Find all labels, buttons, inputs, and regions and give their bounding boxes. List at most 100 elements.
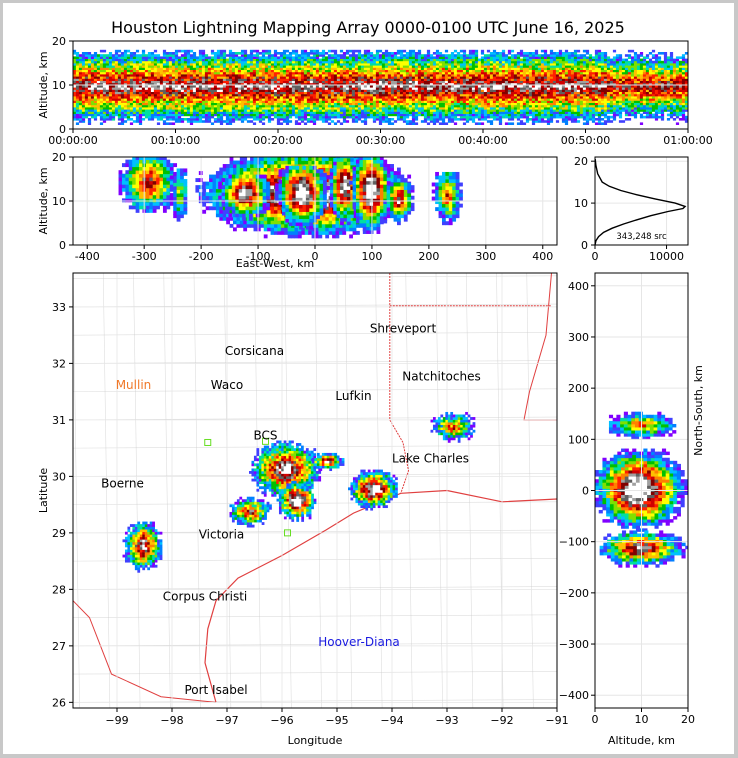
time-height-cell	[231, 87, 236, 90]
time-height-cell	[159, 118, 164, 121]
time-height-cell	[243, 65, 248, 68]
time-height-cell	[135, 120, 140, 123]
time-height-cell	[285, 82, 290, 86]
time-height-cell	[303, 111, 308, 114]
time-height-cell	[333, 65, 338, 68]
time-height-cell	[447, 85, 452, 88]
time-height-cell	[306, 54, 311, 57]
time-height-cell	[114, 113, 119, 117]
time-height-cell	[471, 85, 476, 88]
time-height-cell	[465, 63, 470, 66]
time-height-cell	[378, 102, 383, 106]
time-height-cell	[204, 67, 209, 70]
time-height-cell	[327, 98, 332, 101]
time-height-cell	[189, 67, 194, 70]
time-height-cell	[462, 93, 467, 97]
time-height-cell	[450, 78, 455, 81]
time-height-cell	[153, 74, 158, 77]
time-height-cell	[429, 76, 434, 79]
time-height-cell	[150, 87, 155, 90]
time-height-cell	[351, 87, 356, 90]
time-height-cell	[504, 102, 509, 106]
time-height-cell	[279, 104, 284, 108]
time-height-cell	[363, 93, 368, 97]
time-height-cell	[261, 98, 266, 101]
time-height-cell	[174, 98, 179, 101]
time-height-cell	[417, 65, 422, 68]
time-height-cell	[297, 71, 302, 75]
time-height-cell	[525, 118, 530, 121]
time-height-cell	[231, 56, 236, 59]
time-height-cell	[387, 93, 392, 97]
time-height-cell	[171, 100, 176, 103]
time-height-cell	[438, 96, 443, 99]
time-height-cell	[141, 65, 146, 68]
time-height-cell	[306, 85, 311, 88]
time-height-cell	[507, 65, 512, 68]
time-height-cell	[147, 67, 152, 70]
time-height-cell	[366, 87, 371, 90]
time-height-cell	[180, 107, 185, 110]
time-height-cell	[441, 76, 446, 79]
time-height-cell	[303, 118, 308, 121]
time-height-cell	[252, 58, 257, 62]
time-height-cell	[192, 82, 197, 86]
time-height-cell	[165, 115, 170, 119]
time-height-cell	[93, 102, 98, 106]
time-height-cell	[105, 63, 110, 66]
time-height-cell	[513, 63, 518, 66]
time-height-cell	[441, 56, 446, 59]
time-height-cell	[471, 74, 476, 77]
time-height-cell	[537, 104, 542, 108]
time-height-cell	[510, 87, 515, 90]
time-height-cell	[537, 118, 542, 121]
time-height-cell	[471, 71, 476, 75]
time-height-cell	[420, 120, 425, 123]
time-height-cell	[126, 78, 131, 81]
time-height-cell	[186, 102, 191, 106]
time-height-cell	[135, 80, 140, 84]
time-height-cell	[471, 69, 476, 73]
time-height-cell	[222, 76, 227, 79]
time-height-cell	[159, 113, 164, 117]
time-height-cell	[348, 63, 353, 66]
time-height-cell	[90, 100, 95, 103]
time-height-cell	[444, 100, 449, 103]
time-height-cell	[489, 63, 494, 66]
time-height-cell	[285, 89, 290, 92]
time-height-cell	[300, 74, 305, 77]
time-height-cell	[303, 91, 308, 95]
time-height-cell	[525, 111, 530, 114]
time-height-cell	[399, 58, 404, 62]
time-height-cell	[378, 74, 383, 77]
time-height-cell	[288, 85, 293, 88]
time-height-cell	[105, 100, 110, 103]
time-height-cell	[531, 104, 536, 108]
time-height-cell	[246, 115, 251, 119]
time-height-cell	[117, 113, 122, 117]
time-height-cell	[447, 71, 452, 75]
time-height-cell	[345, 71, 350, 75]
time-height-cell	[342, 100, 347, 103]
time-height-cell	[453, 54, 458, 57]
time-height-cell	[516, 58, 521, 62]
time-height-cell	[123, 78, 128, 81]
time-height-cell	[192, 85, 197, 88]
time-height-cell	[195, 89, 200, 92]
time-height-cell	[81, 115, 86, 119]
time-height-cell	[222, 58, 227, 62]
time-height-cell	[120, 58, 125, 62]
time-height-cell	[240, 115, 245, 119]
time-height-cell	[474, 109, 479, 112]
time-height-cell	[285, 120, 290, 123]
time-height-cell	[138, 104, 143, 108]
time-height-cell	[399, 96, 404, 99]
time-height-cell	[330, 82, 335, 86]
time-height-cell	[417, 102, 422, 106]
time-height-cell	[531, 52, 536, 55]
time-height-cell	[516, 63, 521, 66]
time-height-cell	[381, 82, 386, 86]
time-height-cell	[108, 52, 113, 55]
time-height-cell	[174, 67, 179, 70]
time-height-cell	[73, 91, 77, 95]
